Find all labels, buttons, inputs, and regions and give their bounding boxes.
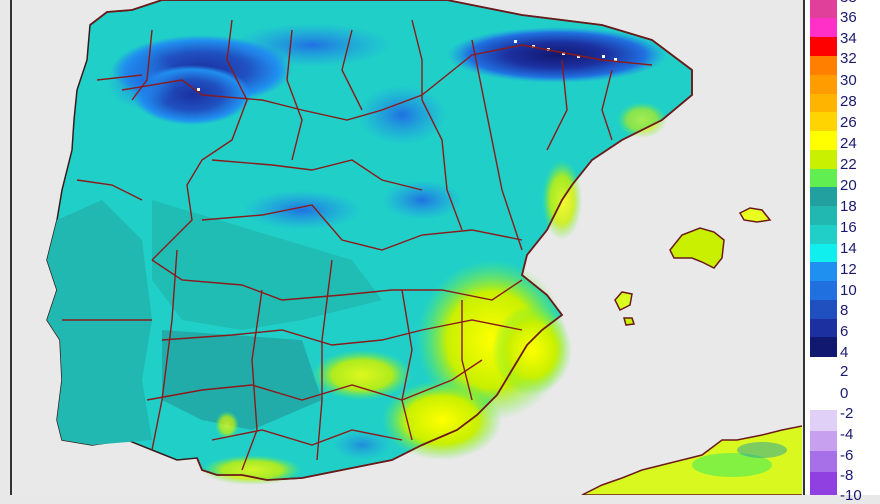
legend-tick: 32 [840, 50, 857, 67]
legend-tick: 24 [840, 135, 857, 152]
legend-swatch-20-22 [810, 150, 837, 169]
legend-swatch-36-38 [810, 0, 837, 18]
legend-tick: 16 [840, 219, 857, 236]
legend-tick: 18 [840, 198, 857, 215]
legend-tick: 14 [840, 240, 857, 257]
legend-swatch-24-26 [810, 112, 837, 131]
legend-swatch-32-34 [810, 37, 837, 56]
legend-tick: 22 [840, 156, 857, 173]
legend-swatch-12-14 [810, 225, 837, 244]
legend-swatch-22-24 [810, 131, 837, 150]
legend-tick: 38 [840, 0, 857, 5]
map-area [10, 0, 805, 495]
legend-tick: 30 [840, 72, 857, 89]
legend-tick: 20 [840, 177, 857, 194]
balearic-islands [614, 207, 772, 326]
legend-swatch-0-2 [810, 337, 837, 357]
province-borders [62, 19, 653, 471]
legend-swatch-neg8-neg6 [810, 472, 837, 495]
legend-tick: 2 [840, 363, 849, 380]
legend-tick: 12 [840, 261, 857, 278]
legend-tick: 26 [840, 114, 857, 131]
legend-swatch-neg6-neg4 [810, 451, 837, 472]
legend-tick: 10 [840, 282, 857, 299]
legend-tick: 6 [840, 323, 849, 340]
legend-tick: 36 [840, 9, 857, 26]
legend-swatch-16-18 [810, 187, 837, 206]
legend-swatch-34-36 [810, 18, 837, 37]
legend-tick: -6 [840, 447, 854, 464]
legend-swatch-neg4-neg2 [810, 431, 837, 451]
legend-tick: -4 [840, 426, 854, 443]
legend-swatch-10-12 [810, 244, 837, 262]
legend-tick: 8 [840, 302, 849, 319]
iberia-temperature-map [46, 0, 802, 495]
legend-swatch-28-30 [810, 75, 837, 94]
legend-tick: 28 [840, 93, 857, 110]
legend-tick: 4 [840, 344, 849, 361]
legend-tick: 0 [840, 385, 849, 402]
legend-tick: -8 [840, 467, 854, 484]
legend-swatch-8-10 [810, 262, 837, 281]
legend-swatch-18-20 [810, 169, 837, 187]
legend-swatch-neg2-0 [810, 410, 837, 431]
north-africa-land [581, 425, 802, 495]
legend-swatch-14-16 [810, 206, 837, 225]
legend-swatch-2-4 [810, 319, 837, 337]
legend-tick: 34 [840, 30, 857, 47]
legend-swatch-6-8 [810, 281, 837, 300]
legend-tick: -2 [840, 405, 854, 422]
legend-tick: -10 [840, 487, 862, 504]
temperature-legend: 38 36 34 32 30 28 26 24 22 20 18 16 14 1… [805, 0, 880, 503]
legend-swatch-26-28 [810, 94, 837, 112]
legend-swatch-4-6 [810, 300, 837, 319]
legend-swatch-30-32 [810, 56, 837, 75]
